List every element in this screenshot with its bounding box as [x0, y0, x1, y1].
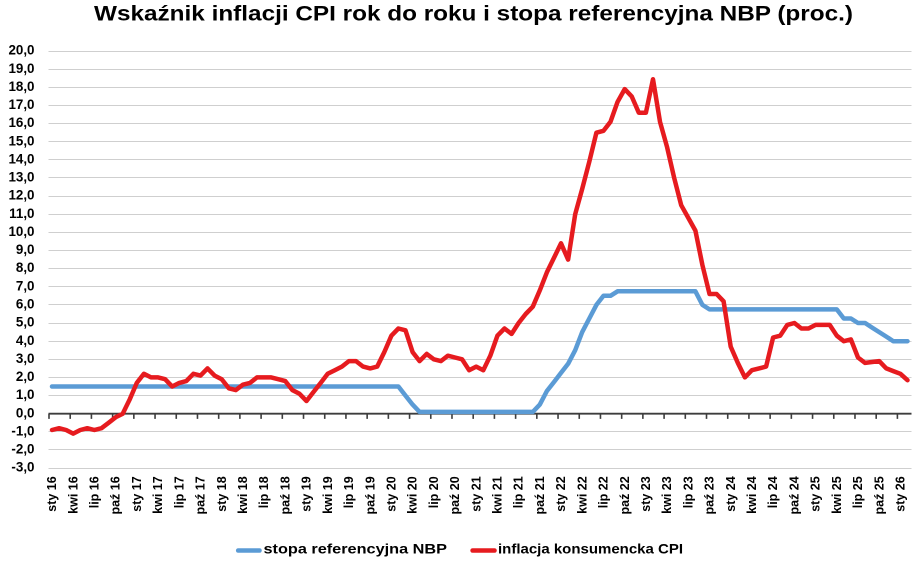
svg-text:-3,0: -3,0: [11, 460, 34, 475]
svg-text:lip 22: lip 22: [597, 476, 611, 508]
svg-text:paź 16: paź 16: [109, 476, 123, 514]
svg-text:20,0: 20,0: [8, 43, 34, 58]
svg-text:10,0: 10,0: [8, 224, 34, 239]
svg-text:13,0: 13,0: [8, 170, 34, 185]
svg-text:sty 26: sty 26: [894, 476, 908, 511]
svg-text:18,0: 18,0: [8, 79, 34, 94]
svg-text:kwi 16: kwi 16: [66, 476, 80, 514]
svg-text:stopa referencyjna NBP: stopa referencyjna NBP: [264, 541, 448, 557]
svg-text:paź 22: paź 22: [618, 476, 632, 514]
svg-text:19,0: 19,0: [8, 61, 34, 76]
svg-text:lip 25: lip 25: [851, 476, 865, 508]
svg-text:0,0: 0,0: [16, 405, 35, 420]
svg-text:sty 24: sty 24: [724, 476, 738, 511]
svg-text:inflacja konsumencka CPI: inflacja konsumencka CPI: [498, 541, 683, 557]
svg-text:kwi 24: kwi 24: [745, 476, 759, 514]
svg-text:paź 25: paź 25: [872, 476, 886, 514]
svg-text:6,0: 6,0: [16, 297, 35, 312]
svg-text:lip 24: lip 24: [766, 476, 780, 508]
svg-text:sty 22: sty 22: [554, 476, 568, 511]
svg-text:sty 25: sty 25: [809, 476, 823, 511]
svg-text:8,0: 8,0: [16, 260, 35, 275]
svg-text:lip 23: lip 23: [681, 476, 695, 508]
svg-text:7,0: 7,0: [16, 278, 35, 293]
svg-text:paź 23: paź 23: [703, 476, 717, 514]
svg-text:Wskaźnik inflacji CPI rok do r: Wskaźnik inflacji CPI rok do roku i stop…: [94, 2, 853, 25]
svg-text:kwi 22: kwi 22: [575, 476, 589, 514]
svg-text:lip 18: lip 18: [257, 476, 271, 508]
svg-text:lip 20: lip 20: [427, 476, 441, 508]
svg-text:-1,0: -1,0: [11, 423, 34, 438]
svg-text:kwi 17: kwi 17: [151, 476, 165, 514]
svg-text:paź 19: paź 19: [363, 476, 377, 514]
svg-text:15,0: 15,0: [8, 133, 34, 148]
svg-text:lip 21: lip 21: [512, 476, 526, 508]
svg-text:9,0: 9,0: [16, 242, 35, 257]
svg-text:4,0: 4,0: [16, 333, 35, 348]
svg-text:12,0: 12,0: [8, 188, 34, 203]
svg-text:paź 24: paź 24: [788, 476, 802, 514]
svg-text:11,0: 11,0: [9, 206, 34, 221]
svg-text:paź 17: paź 17: [194, 476, 208, 514]
svg-text:paź 20: paź 20: [448, 476, 462, 514]
svg-text:kwi 18: kwi 18: [236, 476, 250, 514]
svg-text:lip 16: lip 16: [88, 476, 102, 508]
svg-text:1,0: 1,0: [16, 387, 35, 402]
svg-text:kwi 20: kwi 20: [406, 476, 420, 514]
svg-text:kwi 23: kwi 23: [660, 476, 674, 514]
svg-text:14,0: 14,0: [8, 152, 34, 167]
svg-text:sty 18: sty 18: [215, 476, 229, 511]
svg-text:lip 19: lip 19: [342, 476, 356, 508]
svg-text:paź 21: paź 21: [533, 476, 547, 514]
svg-text:2,0: 2,0: [16, 369, 35, 384]
svg-text:sty 17: sty 17: [130, 476, 144, 511]
svg-text:5,0: 5,0: [16, 315, 35, 330]
svg-text:16,0: 16,0: [8, 115, 34, 130]
svg-text:sty 23: sty 23: [639, 476, 653, 511]
svg-text:sty 20: sty 20: [385, 476, 399, 511]
svg-text:kwi 21: kwi 21: [491, 476, 505, 514]
svg-text:kwi 25: kwi 25: [830, 476, 844, 514]
svg-text:-2,0: -2,0: [11, 442, 34, 457]
svg-text:sty 21: sty 21: [469, 476, 483, 511]
svg-text:sty 16: sty 16: [45, 476, 59, 511]
svg-text:kwi 19: kwi 19: [321, 476, 335, 514]
svg-text:paź 18: paź 18: [278, 476, 292, 514]
svg-text:sty 19: sty 19: [300, 476, 314, 511]
svg-text:lip 17: lip 17: [172, 476, 186, 508]
svg-text:3,0: 3,0: [16, 351, 35, 366]
svg-text:17,0: 17,0: [8, 97, 34, 112]
